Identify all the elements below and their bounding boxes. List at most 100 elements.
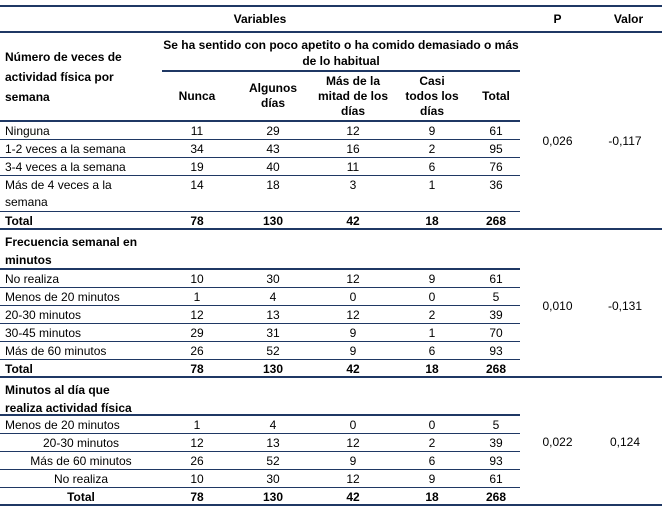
table-row: Más de 4 veces a la semana 14 18 3 1 36 (0, 176, 662, 212)
row-label: No realiza (5, 272, 60, 286)
valor-value-block3: 0,124 (609, 435, 641, 449)
p-value-block3: 0,022 (542, 435, 573, 449)
table-row: Ninguna 11 29 12 9 61 (0, 122, 662, 140)
cell: 39 (489, 308, 503, 322)
cell: 5 (492, 418, 500, 432)
cell: 268 (485, 490, 507, 504)
table-row: 1-2 veces a la semana 34 43 16 2 95 (0, 140, 662, 158)
p-value-block1: 0,026 (542, 134, 573, 148)
table-header-row: Variables P Valor (0, 5, 662, 33)
table-row: 30-45 minutos 29 31 9 1 70 (0, 324, 662, 342)
cell: 18 (425, 362, 439, 376)
cell: 11 (346, 160, 360, 174)
cell: 78 (190, 362, 204, 376)
cell: 2 (428, 142, 436, 156)
cell: 9 (428, 124, 436, 138)
block2-heading-row: Frecuencia semanal en minutos (0, 230, 662, 270)
cell: 2 (428, 436, 436, 450)
cell: 130 (262, 214, 284, 228)
cell: 0 (349, 290, 357, 304)
column-header-nunca: Nunca (178, 88, 216, 103)
row-label: Total (5, 362, 33, 376)
cell: 12 (346, 436, 360, 450)
block3-heading-row: Minutos al día que realiza actividad fís… (0, 378, 662, 416)
cell: 18 (266, 178, 280, 192)
table-row: Menos de 20 minutos 1 4 0 0 5 (0, 416, 662, 434)
table-row: Menos de 20 minutos 1 4 0 0 5 (0, 288, 662, 306)
valor-header: Valor (613, 12, 644, 26)
cell: 30 (266, 472, 280, 486)
row-label: 3-4 veces a la semana (5, 160, 126, 174)
cell: 93 (489, 344, 503, 358)
cell: 6 (428, 160, 436, 174)
table-row: 20-30 minutos 12 13 12 2 39 (0, 434, 662, 452)
cell: 93 (489, 454, 503, 468)
cell: 52 (266, 454, 280, 468)
column-header-zone: Número de veces de actividad física por … (0, 33, 662, 122)
cell: 40 (266, 160, 280, 174)
cell: 76 (489, 160, 503, 174)
column-header-mas-de-la-mitad: Más de la mitad de los días (317, 73, 388, 118)
table-row: No realiza 10 30 12 9 61 (0, 270, 662, 288)
table-row: No realiza 10 30 12 9 61 (0, 470, 662, 488)
total-row: Total 78 130 42 18 268 (0, 360, 662, 378)
cell: 10 (190, 472, 204, 486)
column-headers: Nunca Algunos días Más de la mitad de lo… (162, 72, 520, 120)
p-value-block2: 0,010 (542, 299, 573, 313)
row-label: 20-30 minutos (5, 308, 82, 322)
row-label: No realiza (53, 472, 109, 486)
cell: 13 (266, 308, 280, 322)
variables-header: Variables (233, 12, 287, 26)
cell: 9 (428, 472, 436, 486)
cell: 39 (489, 436, 503, 450)
cell: 18 (425, 214, 439, 228)
cell: 9 (349, 326, 357, 340)
cell: 29 (266, 124, 280, 138)
total-row: Total 78 130 42 18 268 (0, 488, 662, 506)
block1-heading: Número de veces de actividad física por … (5, 50, 122, 104)
row-label: Menos de 20 minutos (5, 290, 120, 304)
row-label: Más de 4 veces a la semana (5, 178, 112, 209)
cell: 61 (489, 272, 503, 286)
column-header-algunos-dias: Algunos días (249, 81, 297, 110)
cell: 16 (346, 142, 360, 156)
cell: 34 (190, 142, 204, 156)
cell: 30 (266, 272, 280, 286)
cell: 42 (346, 362, 360, 376)
cell: 11 (190, 124, 204, 138)
cell: 26 (190, 454, 204, 468)
cell: 9 (428, 272, 436, 286)
cell: 14 (190, 178, 204, 192)
cell: 36 (489, 178, 503, 192)
row-label: Más de 60 minutos (5, 344, 107, 358)
cell: 29 (190, 326, 204, 340)
row-label: Menos de 20 minutos (5, 418, 120, 432)
cell: 268 (485, 214, 507, 228)
row-label: 30-45 minutos (5, 326, 82, 340)
cell: 1 (193, 418, 201, 432)
row-label: Ninguna (5, 124, 50, 138)
table-row: Más de 60 minutos 26 52 9 6 93 (0, 342, 662, 360)
row-label: Total (67, 490, 95, 504)
cell: 0 (428, 418, 436, 432)
cell: 6 (428, 344, 436, 358)
column-header-total: Total (482, 88, 510, 103)
cell: 31 (266, 326, 280, 340)
cell: 12 (190, 436, 204, 450)
cell: 9 (349, 454, 357, 468)
cell: 42 (346, 490, 360, 504)
valor-value-block2: -0,131 (607, 299, 643, 313)
cell: 12 (346, 308, 360, 322)
cell: 4 (269, 290, 277, 304)
cell: 1 (428, 178, 436, 192)
row-label: Total (5, 214, 33, 228)
table-row: Más de 60 minutos 26 52 9 6 93 (0, 452, 662, 470)
cell: 10 (190, 272, 204, 286)
row-label: 1-2 veces a la semana (5, 142, 126, 156)
cell: 95 (489, 142, 503, 156)
cell: 1 (428, 326, 436, 340)
cell: 78 (190, 214, 204, 228)
cell: 12 (346, 124, 360, 138)
row-label: 20-30 minutos (42, 436, 120, 450)
cell: 43 (266, 142, 280, 156)
